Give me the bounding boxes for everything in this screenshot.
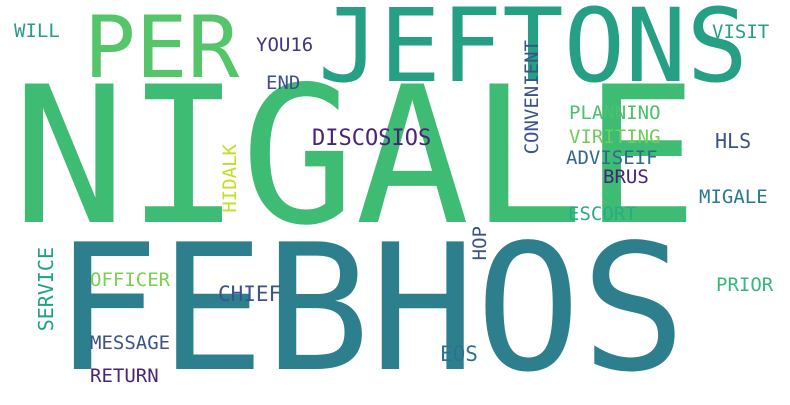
- word-chief: CHIEF: [218, 282, 282, 306]
- word-hop: HOP: [469, 226, 491, 261]
- word-return: RETURN: [90, 365, 159, 387]
- word-you16: YOU16: [256, 34, 314, 56]
- word-nigale: NIGALE: [12, 46, 699, 267]
- word-will: WILL: [14, 20, 60, 42]
- word-jeftons: JEFTONS: [318, 0, 748, 106]
- word-officer: OFFICER: [90, 269, 171, 291]
- word-adviseif: ADVISEIF: [566, 147, 658, 169]
- word-discosios: DISCOSIOS: [312, 126, 432, 151]
- word-visit: VISIT: [712, 21, 770, 43]
- word-per: PER: [84, 0, 240, 98]
- word-migale: MIGALE: [699, 186, 768, 208]
- word-hls: HLS: [715, 129, 752, 153]
- word-brus: BRUS: [603, 166, 649, 188]
- word-escort: ESCORT: [568, 203, 637, 225]
- word-prior: PRIOR: [716, 274, 774, 296]
- word-message: MESSAGE: [90, 332, 171, 354]
- word-end: END: [266, 72, 301, 94]
- word-eos: EOS: [440, 342, 478, 366]
- word-hidalk: HIDALK: [219, 144, 241, 213]
- word-febhos: FEBHOS: [54, 208, 687, 405]
- word-service: SERVICE: [34, 247, 58, 332]
- word-planning: PLANNINO: [569, 102, 661, 124]
- word-viriting: VIRITING: [569, 126, 661, 148]
- word-convenient: CONVENIENT: [521, 40, 543, 155]
